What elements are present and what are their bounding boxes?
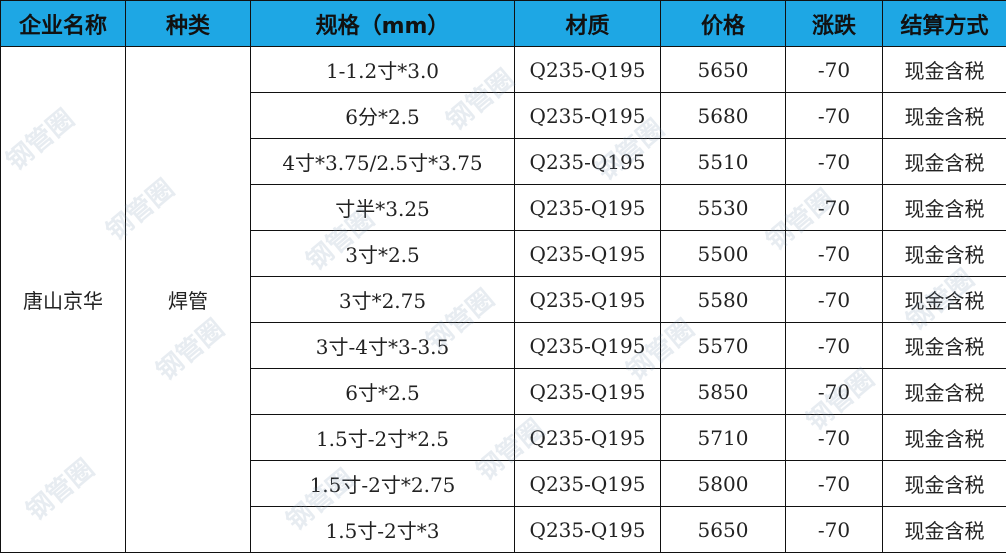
material-cell: Q235-Q195 bbox=[514, 92, 661, 139]
change-cell: -70 bbox=[785, 92, 883, 139]
material-cell: Q235-Q195 bbox=[514, 506, 661, 553]
change-cell: -70 bbox=[785, 506, 883, 553]
header-company: 企业名称 bbox=[0, 0, 126, 47]
change-cell: -70 bbox=[785, 46, 883, 93]
material-cell: Q235-Q195 bbox=[514, 230, 661, 277]
table-row: 6寸*2.5 Q235-Q195 5850 -70 现金含税 bbox=[1, 368, 1006, 415]
material-cell: Q235-Q195 bbox=[514, 414, 661, 461]
table-row: 唐山京华 焊管 1-1.2寸*3.0 Q235-Q195 5650 -70 现金含税 bbox=[0, 46, 1006, 553]
material-cell: Q235-Q195 bbox=[514, 138, 661, 185]
price-cell: 5650 bbox=[660, 506, 786, 553]
settlement-cell: 现金含税 bbox=[882, 184, 1006, 231]
price-cell: 5580 bbox=[660, 276, 786, 323]
material-cell: Q235-Q195 bbox=[514, 46, 661, 93]
settlement-cell: 现金含税 bbox=[882, 322, 1006, 369]
table-row: 寸半*3.25 Q235-Q195 5530 -70 现金含税 bbox=[1, 184, 1006, 231]
settlement-cell: 现金含税 bbox=[882, 414, 1006, 461]
price-cell: 5510 bbox=[660, 138, 786, 185]
price-cell: 5850 bbox=[660, 368, 786, 415]
settlement-cell: 现金含税 bbox=[882, 92, 1006, 139]
price-cell: 5680 bbox=[660, 92, 786, 139]
change-cell: -70 bbox=[785, 460, 883, 507]
spec-cell: 1.5寸-2寸*2.5 bbox=[250, 414, 515, 461]
header-settlement: 结算方式 bbox=[882, 0, 1006, 47]
material-cell: Q235-Q195 bbox=[514, 368, 661, 415]
settlement-cell: 现金含税 bbox=[882, 460, 1006, 507]
spec-cell: 6寸*2.5 bbox=[250, 368, 515, 415]
settlement-cell: 现金含税 bbox=[882, 138, 1006, 185]
spec-cell: 1.5寸-2寸*2.75 bbox=[250, 460, 515, 507]
header-spec: 规格（mm） bbox=[250, 0, 515, 47]
spec-cell: 3寸*2.75 bbox=[250, 276, 515, 323]
table-row: 3寸*2.75 Q235-Q195 5580 -70 现金含税 bbox=[1, 276, 1006, 323]
settlement-cell: 现金含税 bbox=[882, 230, 1006, 277]
material-cell: Q235-Q195 bbox=[514, 276, 661, 323]
price-cell: 5710 bbox=[660, 414, 786, 461]
settlement-cell: 现金含税 bbox=[882, 506, 1006, 553]
spec-cell: 1.5寸-2寸*3 bbox=[250, 506, 515, 553]
table-row: 1.5寸-2寸*2.75 Q235-Q195 5800 -70 现金含税 bbox=[1, 460, 1006, 507]
price-cell: 5500 bbox=[660, 230, 786, 277]
table-row: 4寸*3.75/2.5寸*3.75 Q235-Q195 5510 -70 现金含税 bbox=[1, 138, 1006, 185]
spec-cell: 6分*2.5 bbox=[250, 92, 515, 139]
settlement-cell: 现金含税 bbox=[882, 276, 1006, 323]
spec-cell: 4寸*3.75/2.5寸*3.75 bbox=[250, 138, 515, 185]
header-row: 企业名称 种类 规格（mm） 材质 价格 涨跌 结算方式 bbox=[0, 0, 1006, 47]
company-cell: 唐山京华 bbox=[0, 46, 126, 553]
table-row: 1.5寸-2寸*3 Q235-Q195 5650 -70 现金含税 bbox=[1, 506, 1006, 553]
change-cell: -70 bbox=[785, 414, 883, 461]
table-row: 1.5寸-2寸*2.5 Q235-Q195 5710 -70 现金含税 bbox=[1, 414, 1006, 461]
change-cell: -70 bbox=[785, 276, 883, 323]
change-cell: -70 bbox=[785, 230, 883, 277]
header-change: 涨跌 bbox=[785, 0, 883, 47]
price-cell: 5800 bbox=[660, 460, 786, 507]
price-cell: 5570 bbox=[660, 322, 786, 369]
material-cell: Q235-Q195 bbox=[514, 184, 661, 231]
settlement-cell: 现金含税 bbox=[882, 46, 1006, 93]
header-material: 材质 bbox=[514, 0, 661, 47]
header-category: 种类 bbox=[125, 0, 251, 47]
table-row: 3寸*2.5 Q235-Q195 5500 -70 现金含税 bbox=[1, 230, 1006, 277]
header-price: 价格 bbox=[660, 0, 786, 47]
table-row: 3寸-4寸*3-3.5 Q235-Q195 5570 -70 现金含税 bbox=[1, 322, 1006, 369]
spec-cell: 3寸-4寸*3-3.5 bbox=[250, 322, 515, 369]
change-cell: -70 bbox=[785, 322, 883, 369]
change-cell: -70 bbox=[785, 138, 883, 185]
category-cell: 焊管 bbox=[125, 46, 251, 553]
price-cell: 5650 bbox=[660, 46, 786, 93]
spec-cell: 3寸*2.5 bbox=[250, 230, 515, 277]
spec-cell: 1-1.2寸*3.0 bbox=[250, 46, 515, 93]
spec-cell: 寸半*3.25 bbox=[250, 184, 515, 231]
material-cell: Q235-Q195 bbox=[514, 460, 661, 507]
settlement-cell: 现金含税 bbox=[882, 368, 1006, 415]
change-cell: -70 bbox=[785, 184, 883, 231]
price-cell: 5530 bbox=[660, 184, 786, 231]
change-cell: -70 bbox=[785, 368, 883, 415]
material-cell: Q235-Q195 bbox=[514, 322, 661, 369]
